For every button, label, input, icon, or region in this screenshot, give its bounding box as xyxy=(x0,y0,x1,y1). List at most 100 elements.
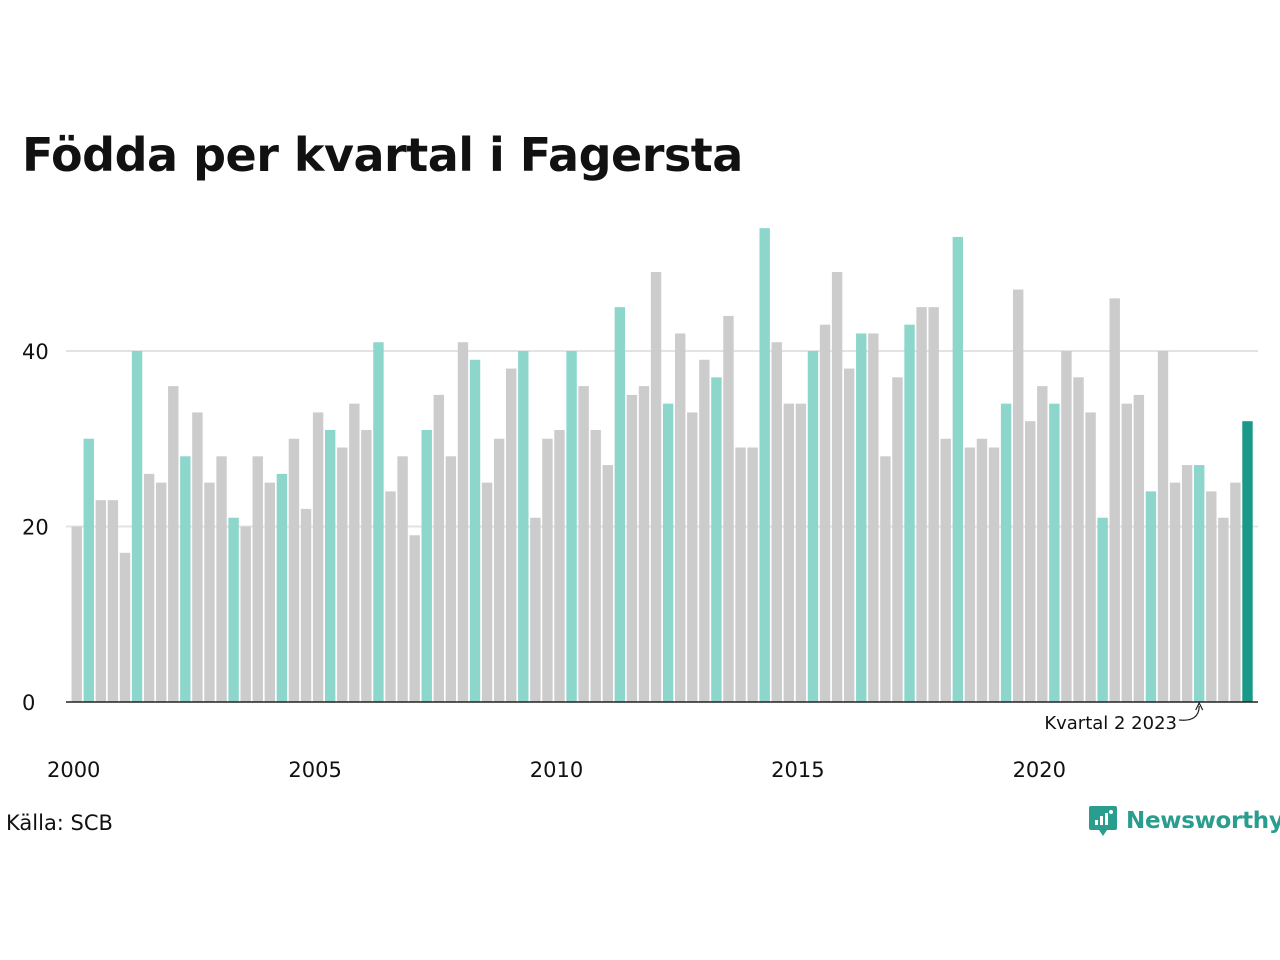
bar xyxy=(155,482,167,703)
bar xyxy=(324,429,336,702)
bar xyxy=(445,456,457,702)
x-tick-label: 2000 xyxy=(47,758,100,782)
bar xyxy=(868,333,879,702)
brand-logo: Newsworthy xyxy=(1088,804,1280,838)
bar xyxy=(892,377,903,702)
bar xyxy=(131,351,143,702)
source-label: Källa: SCB xyxy=(6,811,113,835)
bar xyxy=(493,438,505,702)
bar xyxy=(276,473,288,702)
y-tick-label: 40 xyxy=(22,340,49,364)
bar xyxy=(240,526,251,702)
bar xyxy=(735,447,746,702)
bar xyxy=(469,359,481,702)
bar xyxy=(409,535,420,702)
bar xyxy=(795,403,807,702)
bar xyxy=(1133,394,1145,703)
bar xyxy=(252,456,263,702)
bar xyxy=(1012,289,1024,702)
bar xyxy=(856,333,867,702)
bar xyxy=(1145,491,1157,702)
bar xyxy=(1061,351,1072,702)
bar xyxy=(1073,377,1084,702)
bar xyxy=(1218,517,1229,703)
bar xyxy=(1085,412,1096,702)
bar xyxy=(843,368,855,702)
x-tick-label: 2020 xyxy=(1013,758,1066,782)
bar xyxy=(916,307,927,703)
bar xyxy=(481,482,493,703)
bar xyxy=(675,333,686,702)
bar xyxy=(831,272,843,702)
bar xyxy=(1242,421,1253,702)
bar xyxy=(1049,403,1060,702)
bar xyxy=(373,342,384,702)
axes: 0 20 40 2000 2005 2010 2015 2020 xyxy=(22,340,1258,782)
bar xyxy=(964,447,976,702)
bar xyxy=(1157,351,1169,702)
bar xyxy=(1121,403,1132,702)
bar xyxy=(83,438,94,702)
bar xyxy=(421,429,432,702)
y-tick-label: 20 xyxy=(22,516,49,540)
bar xyxy=(759,228,770,702)
bar xyxy=(506,368,517,702)
bar xyxy=(119,552,131,703)
bar xyxy=(288,438,300,702)
bar-series xyxy=(71,228,1253,703)
bar xyxy=(988,447,1000,702)
bar xyxy=(904,324,915,702)
newsworthy-icon xyxy=(1089,806,1117,836)
bar xyxy=(168,386,179,702)
bar xyxy=(711,377,722,702)
bar xyxy=(1169,482,1181,703)
bar xyxy=(542,438,553,702)
bar xyxy=(95,500,107,702)
bar xyxy=(880,456,891,702)
bar xyxy=(1097,517,1108,703)
bar xyxy=(143,473,155,702)
bar xyxy=(650,272,662,702)
bar xyxy=(71,526,82,702)
annotation-label: Kvartal 2 2023 xyxy=(1044,713,1177,734)
bar xyxy=(928,307,939,703)
bar xyxy=(433,394,444,703)
bar xyxy=(638,386,650,702)
bar xyxy=(699,359,710,702)
bar xyxy=(1109,298,1120,702)
annotation-arrowhead xyxy=(1195,701,1204,711)
bar xyxy=(312,412,324,702)
bar xyxy=(747,447,758,702)
bar xyxy=(337,447,348,702)
bar xyxy=(590,429,601,702)
bar xyxy=(385,491,396,702)
bar xyxy=(1181,465,1193,702)
bar xyxy=(1206,491,1217,702)
bar xyxy=(807,351,819,702)
bar xyxy=(1194,465,1205,702)
bar xyxy=(204,482,215,703)
bar xyxy=(530,517,541,703)
bar xyxy=(614,307,626,703)
bar xyxy=(1037,386,1048,702)
bar xyxy=(349,403,360,702)
bar xyxy=(216,456,227,702)
bar xyxy=(1025,421,1036,702)
bar xyxy=(361,429,372,702)
x-tick-label: 2015 xyxy=(771,758,824,782)
bar xyxy=(578,386,589,702)
bar xyxy=(626,394,638,703)
bar xyxy=(518,351,529,702)
bar xyxy=(228,517,239,703)
bar xyxy=(602,465,613,702)
bar xyxy=(1000,403,1012,702)
x-tick-label: 2005 xyxy=(288,758,341,782)
x-tick-label: 2010 xyxy=(530,758,583,782)
bar xyxy=(687,412,698,702)
bar xyxy=(397,456,408,702)
bar xyxy=(457,342,469,702)
bar xyxy=(300,508,312,702)
y-tick-label: 0 xyxy=(22,691,35,715)
bar xyxy=(723,315,734,702)
